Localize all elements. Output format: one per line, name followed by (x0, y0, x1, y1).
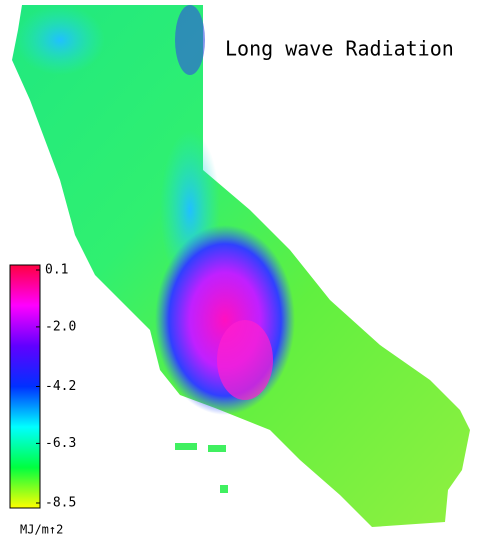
colorbar-tick-label: -4.2 (45, 379, 76, 394)
island (208, 445, 226, 452)
map-title: Long wave Radiation (225, 37, 454, 61)
colorbar-tick-label: 0.1 (45, 263, 68, 278)
colorbar-tick-label: -2.0 (45, 319, 76, 334)
colorbar-unit: MJ/m↑2 (20, 523, 63, 537)
central-core (217, 320, 273, 400)
colorbar-tick-label: -6.3 (45, 436, 76, 451)
coast-cool (15, 5, 105, 75)
colorbar-ramp (9, 264, 41, 509)
colorbar: MJ/m↑2 0.1 -2.0 -4.2 -6.3 -8.5 (9, 263, 76, 537)
california-map (12, 5, 470, 527)
mountain-cool (175, 5, 205, 75)
island (175, 443, 197, 450)
island (220, 485, 228, 493)
colorbar-tick-label: -8.5 (45, 496, 76, 511)
